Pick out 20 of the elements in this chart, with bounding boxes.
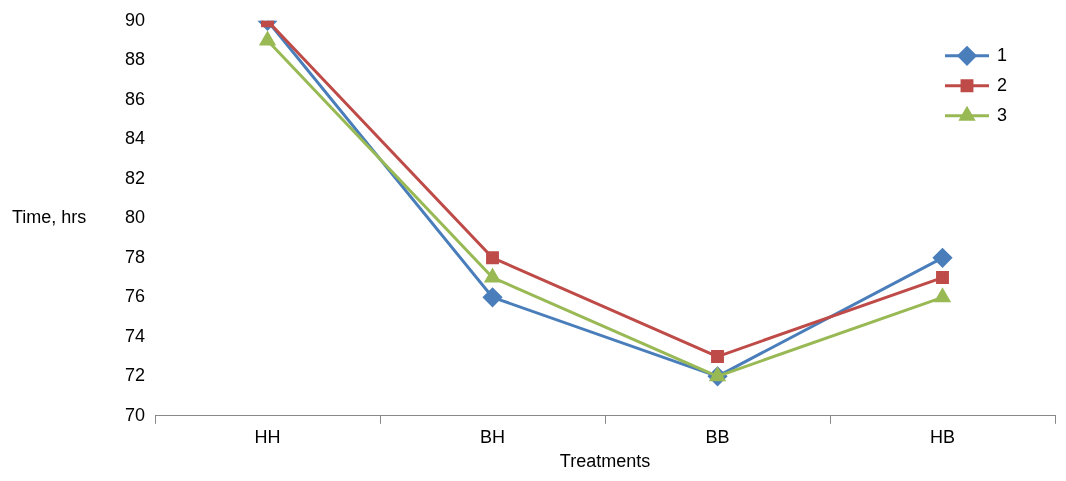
y-tick-label: 80 [124, 207, 146, 228]
y-axis-title: Time, hrs [12, 207, 87, 228]
legend-label: 2 [997, 74, 1008, 95]
x-tick-label: HH [254, 426, 281, 447]
legend-label: 1 [997, 44, 1008, 65]
y-tick-label: 74 [124, 325, 146, 346]
y-tick-label: 70 [124, 404, 146, 425]
y-tick-label: 86 [124, 88, 146, 109]
y-tick-label: 76 [124, 286, 146, 307]
y-tick-label: 90 [124, 9, 146, 30]
legend-label: 3 [997, 104, 1008, 125]
x-axis-title: Treatments [559, 451, 651, 472]
x-tick-label: BH [480, 426, 506, 447]
y-tick-label: 82 [124, 167, 146, 188]
y-tick-label: 72 [124, 365, 146, 386]
y-tick-label: 84 [124, 128, 146, 149]
x-tick-label: HB [929, 426, 956, 447]
x-tick-label: BB [705, 426, 730, 447]
y-tick-label: 88 [124, 49, 146, 70]
y-tick-label: 78 [124, 246, 146, 267]
